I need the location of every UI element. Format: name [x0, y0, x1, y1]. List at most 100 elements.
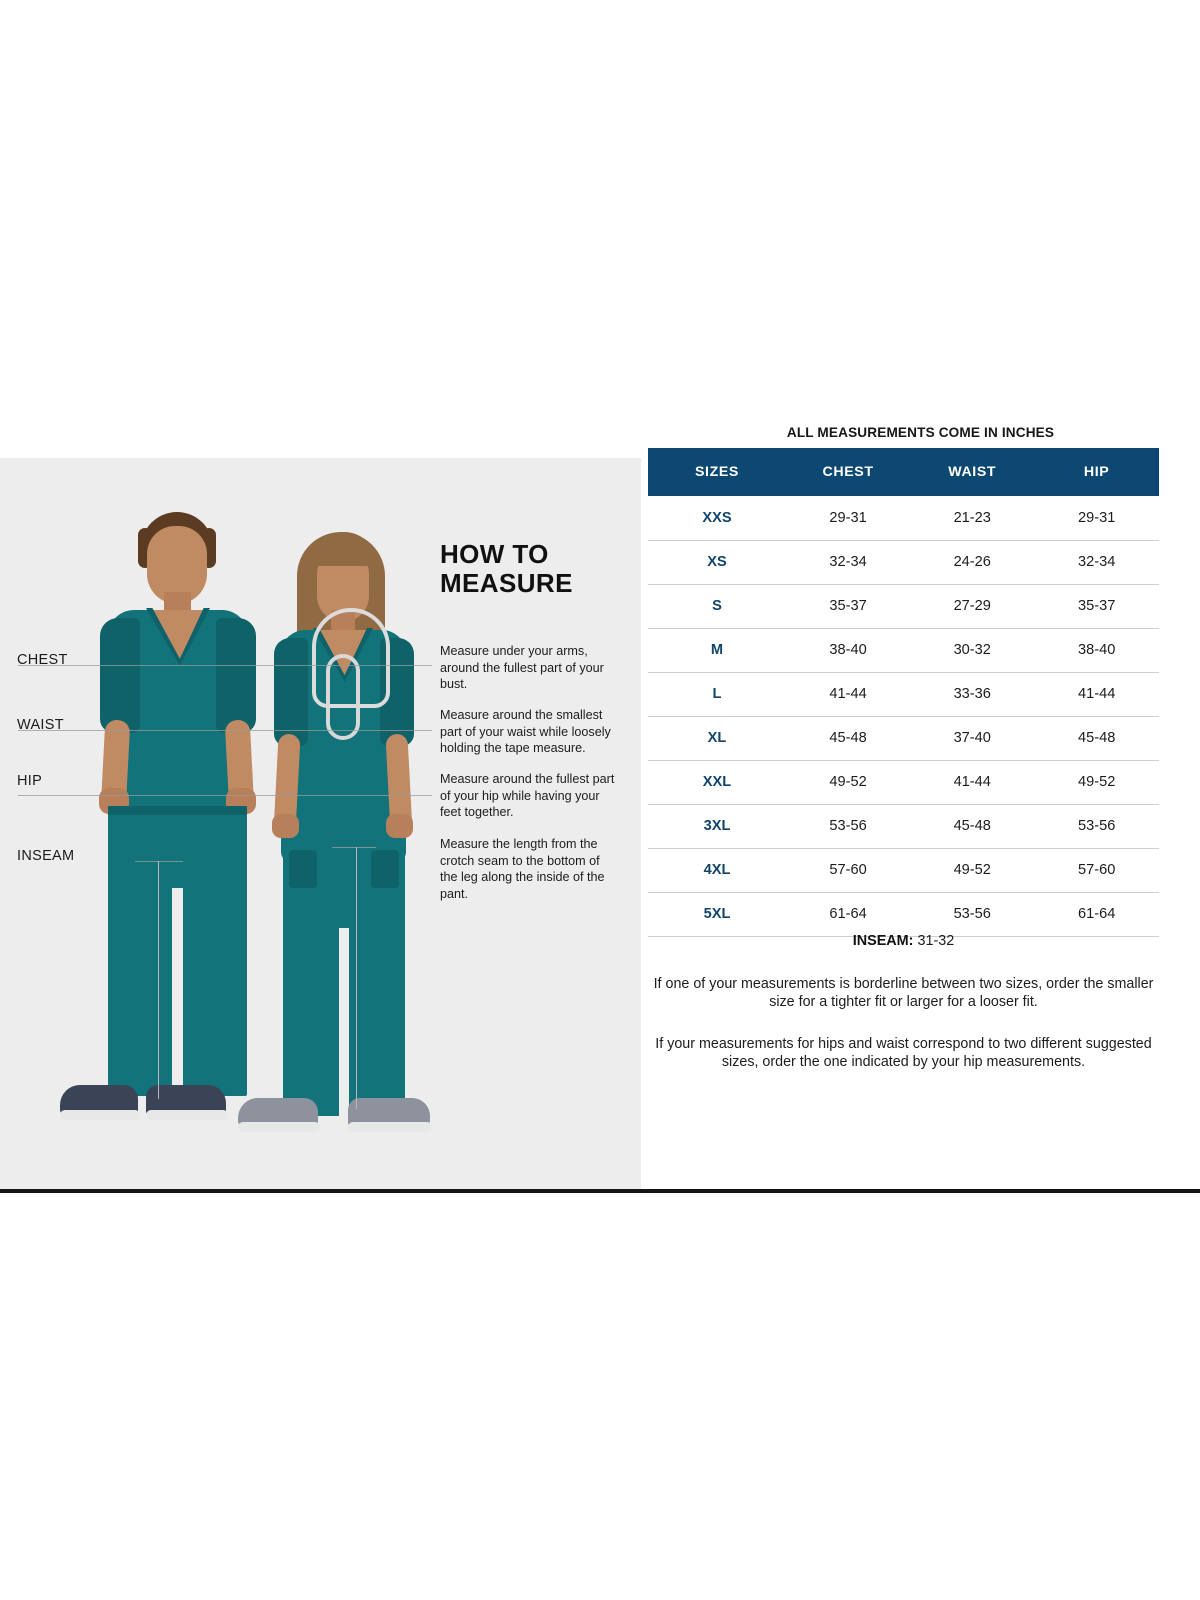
cell-waist: 24-26: [910, 540, 1035, 585]
table-row: S 35-37 27-29 35-37: [648, 584, 1159, 629]
size-table-panel: ALL MEASUREMENTS COME IN INCHES SIZES CH…: [641, 415, 1200, 1190]
cell-size: XXL: [648, 760, 786, 805]
table-row: XL 45-48 37-40 45-48: [648, 716, 1159, 761]
female-hand-left: [272, 814, 299, 838]
column-header-hip: HIP: [1034, 448, 1159, 496]
table-title: ALL MEASUREMENTS COME IN INCHES: [786, 425, 1055, 440]
female-pocket-right: [371, 850, 399, 888]
table-header-row: SIZES CHEST WAIST HIP: [648, 448, 1159, 496]
male-shoe-left-sole: [60, 1110, 140, 1120]
cell-chest: 35-37: [785, 584, 911, 629]
size-chart-table: SIZES CHEST WAIST HIP XXS 29-31 21-23 29…: [648, 448, 1159, 937]
hip-guide-line: [18, 795, 432, 796]
female-pocket-left: [289, 850, 317, 888]
sizing-tip-borderline: If one of your measurements is borderlin…: [653, 976, 1154, 1011]
inseam-summary-label: INSEAM:: [852, 933, 914, 949]
cell-hip: 29-31: [1034, 496, 1159, 541]
label-inseam: INSEAM: [17, 848, 75, 864]
label-chest: CHEST: [17, 652, 68, 668]
inseam-guide-line-male: [135, 861, 183, 862]
female-pant-gap: [339, 928, 349, 1116]
table-row: L 41-44 33-36 41-44: [648, 672, 1159, 717]
note-waist: Measure around the smallest part of your…: [440, 708, 611, 756]
cell-chest: 29-31: [785, 496, 911, 541]
cell-size: 3XL: [648, 804, 786, 849]
cell-hip: 61-64: [1034, 892, 1159, 937]
male-pant-gap: [172, 888, 183, 1096]
cell-hip: 32-34: [1034, 540, 1159, 585]
cell-size: L: [648, 672, 786, 717]
female-shoe-right-sole: [348, 1122, 432, 1132]
cell-waist: 53-56: [910, 892, 1035, 937]
cell-chest: 38-40: [785, 628, 911, 673]
inseam-vertical-male: [158, 861, 159, 1099]
cell-waist: 45-48: [910, 804, 1035, 849]
table-row: 3XL 53-56 45-48 53-56: [648, 804, 1159, 849]
cell-size: XL: [648, 716, 786, 761]
label-waist: WAIST: [17, 717, 64, 733]
note-hip: Measure around the fullest part of your …: [440, 772, 615, 820]
male-waistband: [108, 806, 247, 815]
column-header-chest: CHEST: [785, 448, 911, 496]
stethoscope-icon: [312, 608, 390, 708]
male-shoe-right-sole: [146, 1110, 228, 1120]
cell-size: 4XL: [648, 848, 786, 893]
cell-chest: 61-64: [785, 892, 911, 937]
male-sleeve-right: [216, 618, 256, 733]
cell-chest: 41-44: [785, 672, 911, 717]
page-title: HOW TO MEASURE: [440, 539, 573, 599]
cell-size: S: [648, 584, 786, 629]
column-header-sizes: SIZES: [648, 448, 786, 496]
column-header-waist: WAIST: [910, 448, 1035, 496]
table-row: XXL 49-52 41-44 49-52: [648, 760, 1159, 805]
cell-size: XS: [648, 540, 786, 585]
table-body: XXS 29-31 21-23 29-31 XS 32-34 24-26 32-…: [648, 496, 1159, 937]
table-row: 4XL 57-60 49-52 57-60: [648, 848, 1159, 893]
cell-chest: 32-34: [785, 540, 911, 585]
inseam-summary: INSEAM: 31-32: [648, 933, 1159, 949]
cell-hip: 49-52: [1034, 760, 1159, 805]
inseam-vertical-female: [356, 847, 357, 1109]
male-face: [147, 526, 207, 604]
table-head: SIZES CHEST WAIST HIP: [648, 448, 1159, 496]
cell-hip: 45-48: [1034, 716, 1159, 761]
table-row: M 38-40 30-32 38-40: [648, 628, 1159, 673]
waist-guide-line: [18, 730, 432, 731]
cell-waist: 49-52: [910, 848, 1035, 893]
female-shoe-left-sole: [238, 1122, 320, 1132]
table-row: XS 32-34 24-26 32-34: [648, 540, 1159, 585]
cell-chest: 45-48: [785, 716, 911, 761]
stethoscope-tube: [326, 654, 360, 740]
inseam-summary-value: 31-32: [917, 933, 955, 949]
note-chest: Measure under your arms, around the full…: [440, 644, 604, 692]
table-row: XXS 29-31 21-23 29-31: [648, 496, 1159, 541]
cell-chest: 53-56: [785, 804, 911, 849]
cell-size: 5XL: [648, 892, 786, 937]
cell-hip: 41-44: [1034, 672, 1159, 717]
cell-waist: 41-44: [910, 760, 1035, 805]
label-hip: HIP: [17, 773, 43, 789]
cell-waist: 33-36: [910, 672, 1035, 717]
cell-hip: 53-56: [1034, 804, 1159, 849]
cell-size: XXS: [648, 496, 786, 541]
cell-waist: 37-40: [910, 716, 1035, 761]
cell-waist: 27-29: [910, 584, 1035, 629]
bottom-divider: [0, 1189, 1200, 1193]
chest-guide-line: [18, 665, 432, 666]
sizing-tip-hip-priority: If your measurements for hips and waist …: [655, 1036, 1152, 1071]
male-sleeve-left: [100, 618, 140, 733]
cell-hip: 35-37: [1034, 584, 1159, 629]
cell-waist: 21-23: [910, 496, 1035, 541]
cell-chest: 49-52: [785, 760, 911, 805]
female-hand-right: [386, 814, 413, 838]
cell-hip: 57-60: [1034, 848, 1159, 893]
cell-size: M: [648, 628, 786, 673]
cell-chest: 57-60: [785, 848, 911, 893]
how-to-measure-panel: [0, 458, 641, 1190]
table-row: 5XL 61-64 53-56 61-64: [648, 892, 1159, 937]
female-sleeve-left: [274, 638, 308, 746]
note-inseam: Measure the length from the crotch seam …: [440, 837, 605, 902]
inseam-guide-line-female: [332, 847, 376, 848]
models-illustration: [0, 458, 641, 1190]
